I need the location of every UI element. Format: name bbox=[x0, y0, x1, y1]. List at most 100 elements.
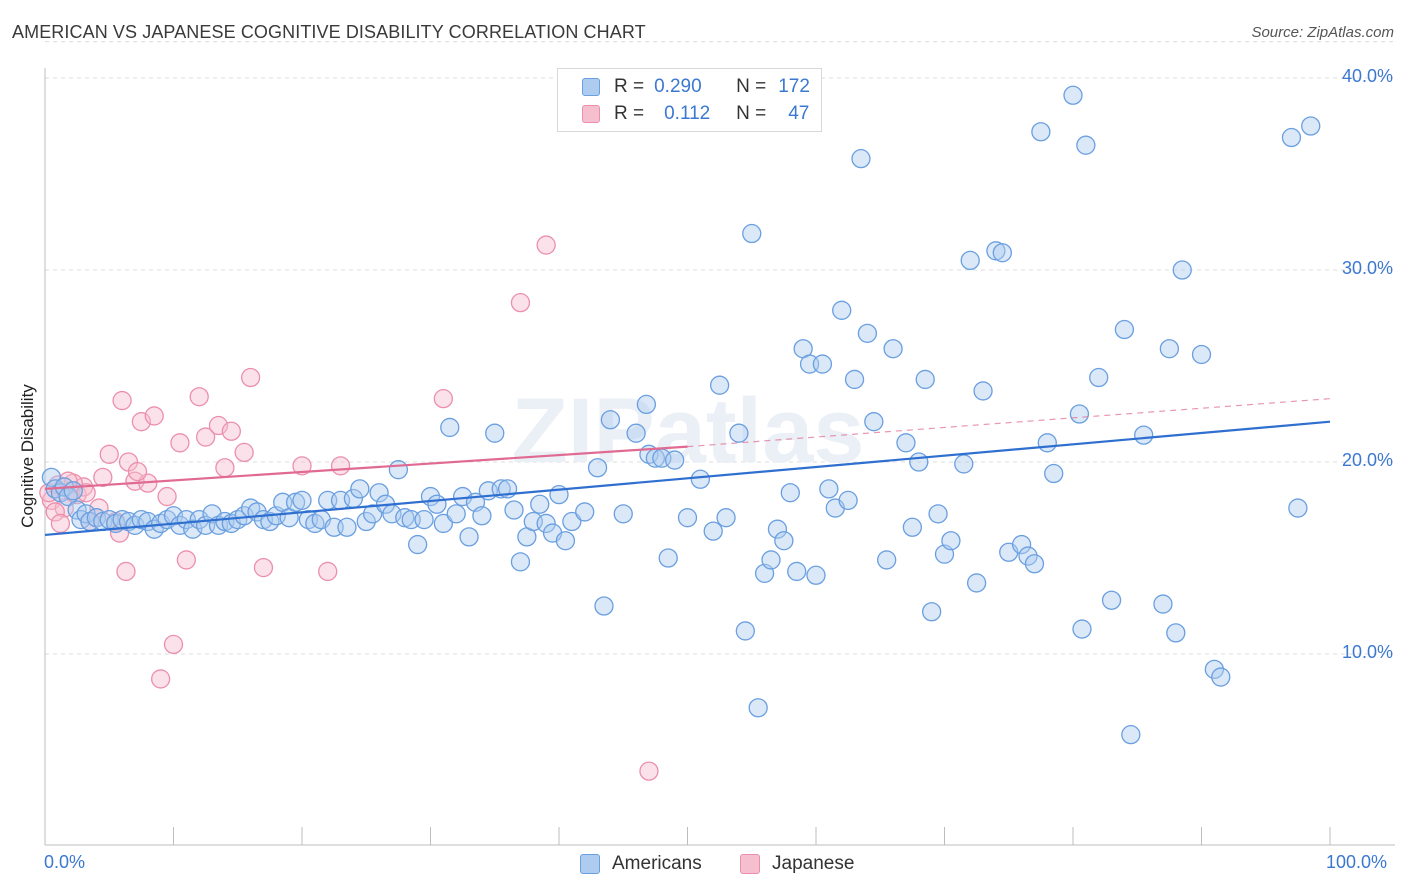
american-point bbox=[896, 433, 916, 453]
japanese-point bbox=[215, 458, 235, 478]
american-point bbox=[536, 513, 556, 534]
y-tick-label: 30.0% bbox=[1341, 258, 1393, 278]
americans-swatch bbox=[580, 854, 600, 874]
japanese-point bbox=[150, 669, 171, 689]
americans-points bbox=[41, 85, 1321, 745]
japanese-point bbox=[112, 390, 132, 411]
american-point bbox=[883, 339, 903, 359]
japanese-point bbox=[93, 467, 113, 488]
american-point bbox=[1159, 339, 1180, 359]
american-point bbox=[864, 412, 884, 432]
legend-item-americans[interactable]: Americans bbox=[580, 853, 702, 875]
american-point bbox=[851, 148, 871, 169]
american-point bbox=[1204, 659, 1224, 680]
watermark: ZIPatlas bbox=[512, 380, 865, 482]
american-point bbox=[735, 621, 755, 641]
american-point bbox=[587, 458, 608, 478]
japanese-point bbox=[157, 486, 177, 507]
american-point bbox=[819, 479, 839, 499]
american-point bbox=[742, 223, 762, 244]
chart-title: AMERICAN VS JAPANESE COGNITIVE DISABILIT… bbox=[12, 22, 646, 42]
japanese-point bbox=[116, 561, 136, 582]
american-point bbox=[1172, 260, 1192, 280]
x-tick-label-max: 100.0% bbox=[1326, 852, 1388, 872]
legend-r-value: 0.112 bbox=[664, 103, 711, 124]
american-point bbox=[626, 423, 646, 443]
japanese-point bbox=[189, 387, 209, 407]
american-point bbox=[922, 602, 942, 622]
y-tick-label: 40.0% bbox=[1341, 66, 1393, 86]
legend-label-japanese: Japanese bbox=[772, 853, 855, 874]
american-point bbox=[1211, 667, 1231, 687]
japanese-point bbox=[510, 292, 531, 313]
american-point bbox=[446, 504, 466, 524]
american-point bbox=[1288, 498, 1308, 518]
american-point bbox=[1063, 85, 1083, 105]
legend-n-label: N = bbox=[736, 76, 767, 97]
american-point bbox=[928, 504, 948, 524]
japanese-trend-line bbox=[44, 445, 688, 490]
american-point bbox=[1121, 724, 1141, 745]
american-point bbox=[677, 508, 698, 528]
american-point bbox=[909, 452, 929, 472]
american-point bbox=[857, 323, 878, 344]
legend-r-label: R = bbox=[614, 103, 645, 124]
american-point bbox=[433, 513, 454, 534]
american-point bbox=[407, 534, 428, 555]
american-point bbox=[1281, 127, 1302, 148]
japanese-points bbox=[39, 235, 659, 781]
legend-n-value: 47 bbox=[788, 103, 810, 124]
american-point bbox=[838, 490, 858, 511]
american-point bbox=[1044, 463, 1064, 484]
y-tick-label: 10.0% bbox=[1341, 642, 1393, 662]
american-point bbox=[510, 552, 531, 572]
american-point bbox=[709, 375, 730, 395]
american-point bbox=[63, 481, 83, 501]
american-point bbox=[427, 494, 447, 514]
axes bbox=[44, 68, 1395, 846]
american-point bbox=[485, 423, 505, 443]
american-point bbox=[1037, 433, 1057, 453]
american-point bbox=[658, 548, 678, 568]
american-point bbox=[915, 369, 935, 390]
legend-n-label: N = bbox=[736, 103, 767, 124]
series-legend: Americans Japanese bbox=[0, 851, 1406, 879]
american-point bbox=[1101, 590, 1122, 610]
chart-source: Source: ZipAtlas.com bbox=[1251, 24, 1394, 41]
american-point bbox=[844, 369, 865, 390]
american-point bbox=[1076, 135, 1096, 155]
american-point bbox=[600, 410, 621, 430]
japanese-point bbox=[163, 634, 184, 655]
american-point bbox=[1089, 367, 1109, 388]
american-point bbox=[716, 508, 736, 528]
americans-swatch bbox=[582, 78, 600, 96]
american-point bbox=[41, 467, 62, 488]
legend-r-value: 0.290 bbox=[654, 76, 702, 97]
gridlines bbox=[45, 41, 1395, 655]
legend-n-value: 172 bbox=[778, 76, 810, 97]
american-point bbox=[806, 565, 826, 585]
japanese-point bbox=[318, 561, 338, 582]
legend-label-americans: Americans bbox=[612, 853, 702, 874]
american-point bbox=[613, 504, 633, 524]
american-point bbox=[562, 511, 582, 532]
american-point bbox=[530, 494, 550, 514]
japanese-point bbox=[253, 557, 274, 578]
american-point bbox=[1114, 319, 1135, 340]
american-point bbox=[356, 511, 376, 532]
american-point bbox=[363, 504, 383, 524]
american-point bbox=[665, 450, 685, 470]
japanese-point bbox=[50, 513, 71, 534]
japanese-point bbox=[45, 502, 65, 522]
american-point bbox=[973, 381, 993, 401]
american-point bbox=[504, 500, 524, 520]
japanese-point bbox=[221, 421, 241, 441]
american-point bbox=[1134, 425, 1154, 445]
american-point bbox=[832, 300, 852, 320]
american-point bbox=[902, 517, 923, 537]
american-point bbox=[1072, 619, 1092, 639]
american-point bbox=[388, 460, 409, 480]
legend-item-japanese[interactable]: Japanese bbox=[740, 853, 854, 875]
trend-lines bbox=[44, 398, 1331, 537]
